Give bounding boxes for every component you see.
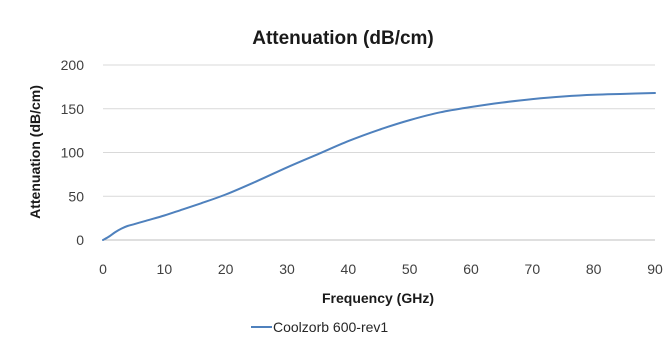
y-tick-label: 200 [61,57,85,73]
y-tick-label: 100 [61,145,85,161]
x-tick-label: 10 [157,261,173,277]
y-tick-label: 50 [68,188,84,204]
y-tick-label: 0 [76,232,84,248]
legend: Coolzorb 600-rev1 [251,319,388,335]
x-tick-label: 50 [402,261,418,277]
legend-label: Coolzorb 600-rev1 [273,319,388,335]
x-tick-label: 70 [525,261,541,277]
x-tick-label: 90 [647,261,663,277]
gridlines [103,64,655,197]
y-tick-label: 150 [61,101,85,117]
x-tick-label: 80 [586,261,602,277]
x-tick-label: 20 [218,261,234,277]
series-line-0 [102,92,656,241]
x-tick-label: 40 [341,261,357,277]
x-tick-label: 60 [463,261,479,277]
axes: 0 50 100 150 200 0 10 20 30 40 50 60 70 80 90 [61,57,663,277]
y-axis-title: Attenuation (dB/cm) [27,85,43,219]
x-tick-label: 0 [99,261,107,277]
x-tick-label: 30 [279,261,295,277]
series-layer [102,92,656,241]
chart-title: Attenuation (dB/cm) [252,28,434,49]
x-axis-title: Frequency (GHz) [322,290,434,306]
